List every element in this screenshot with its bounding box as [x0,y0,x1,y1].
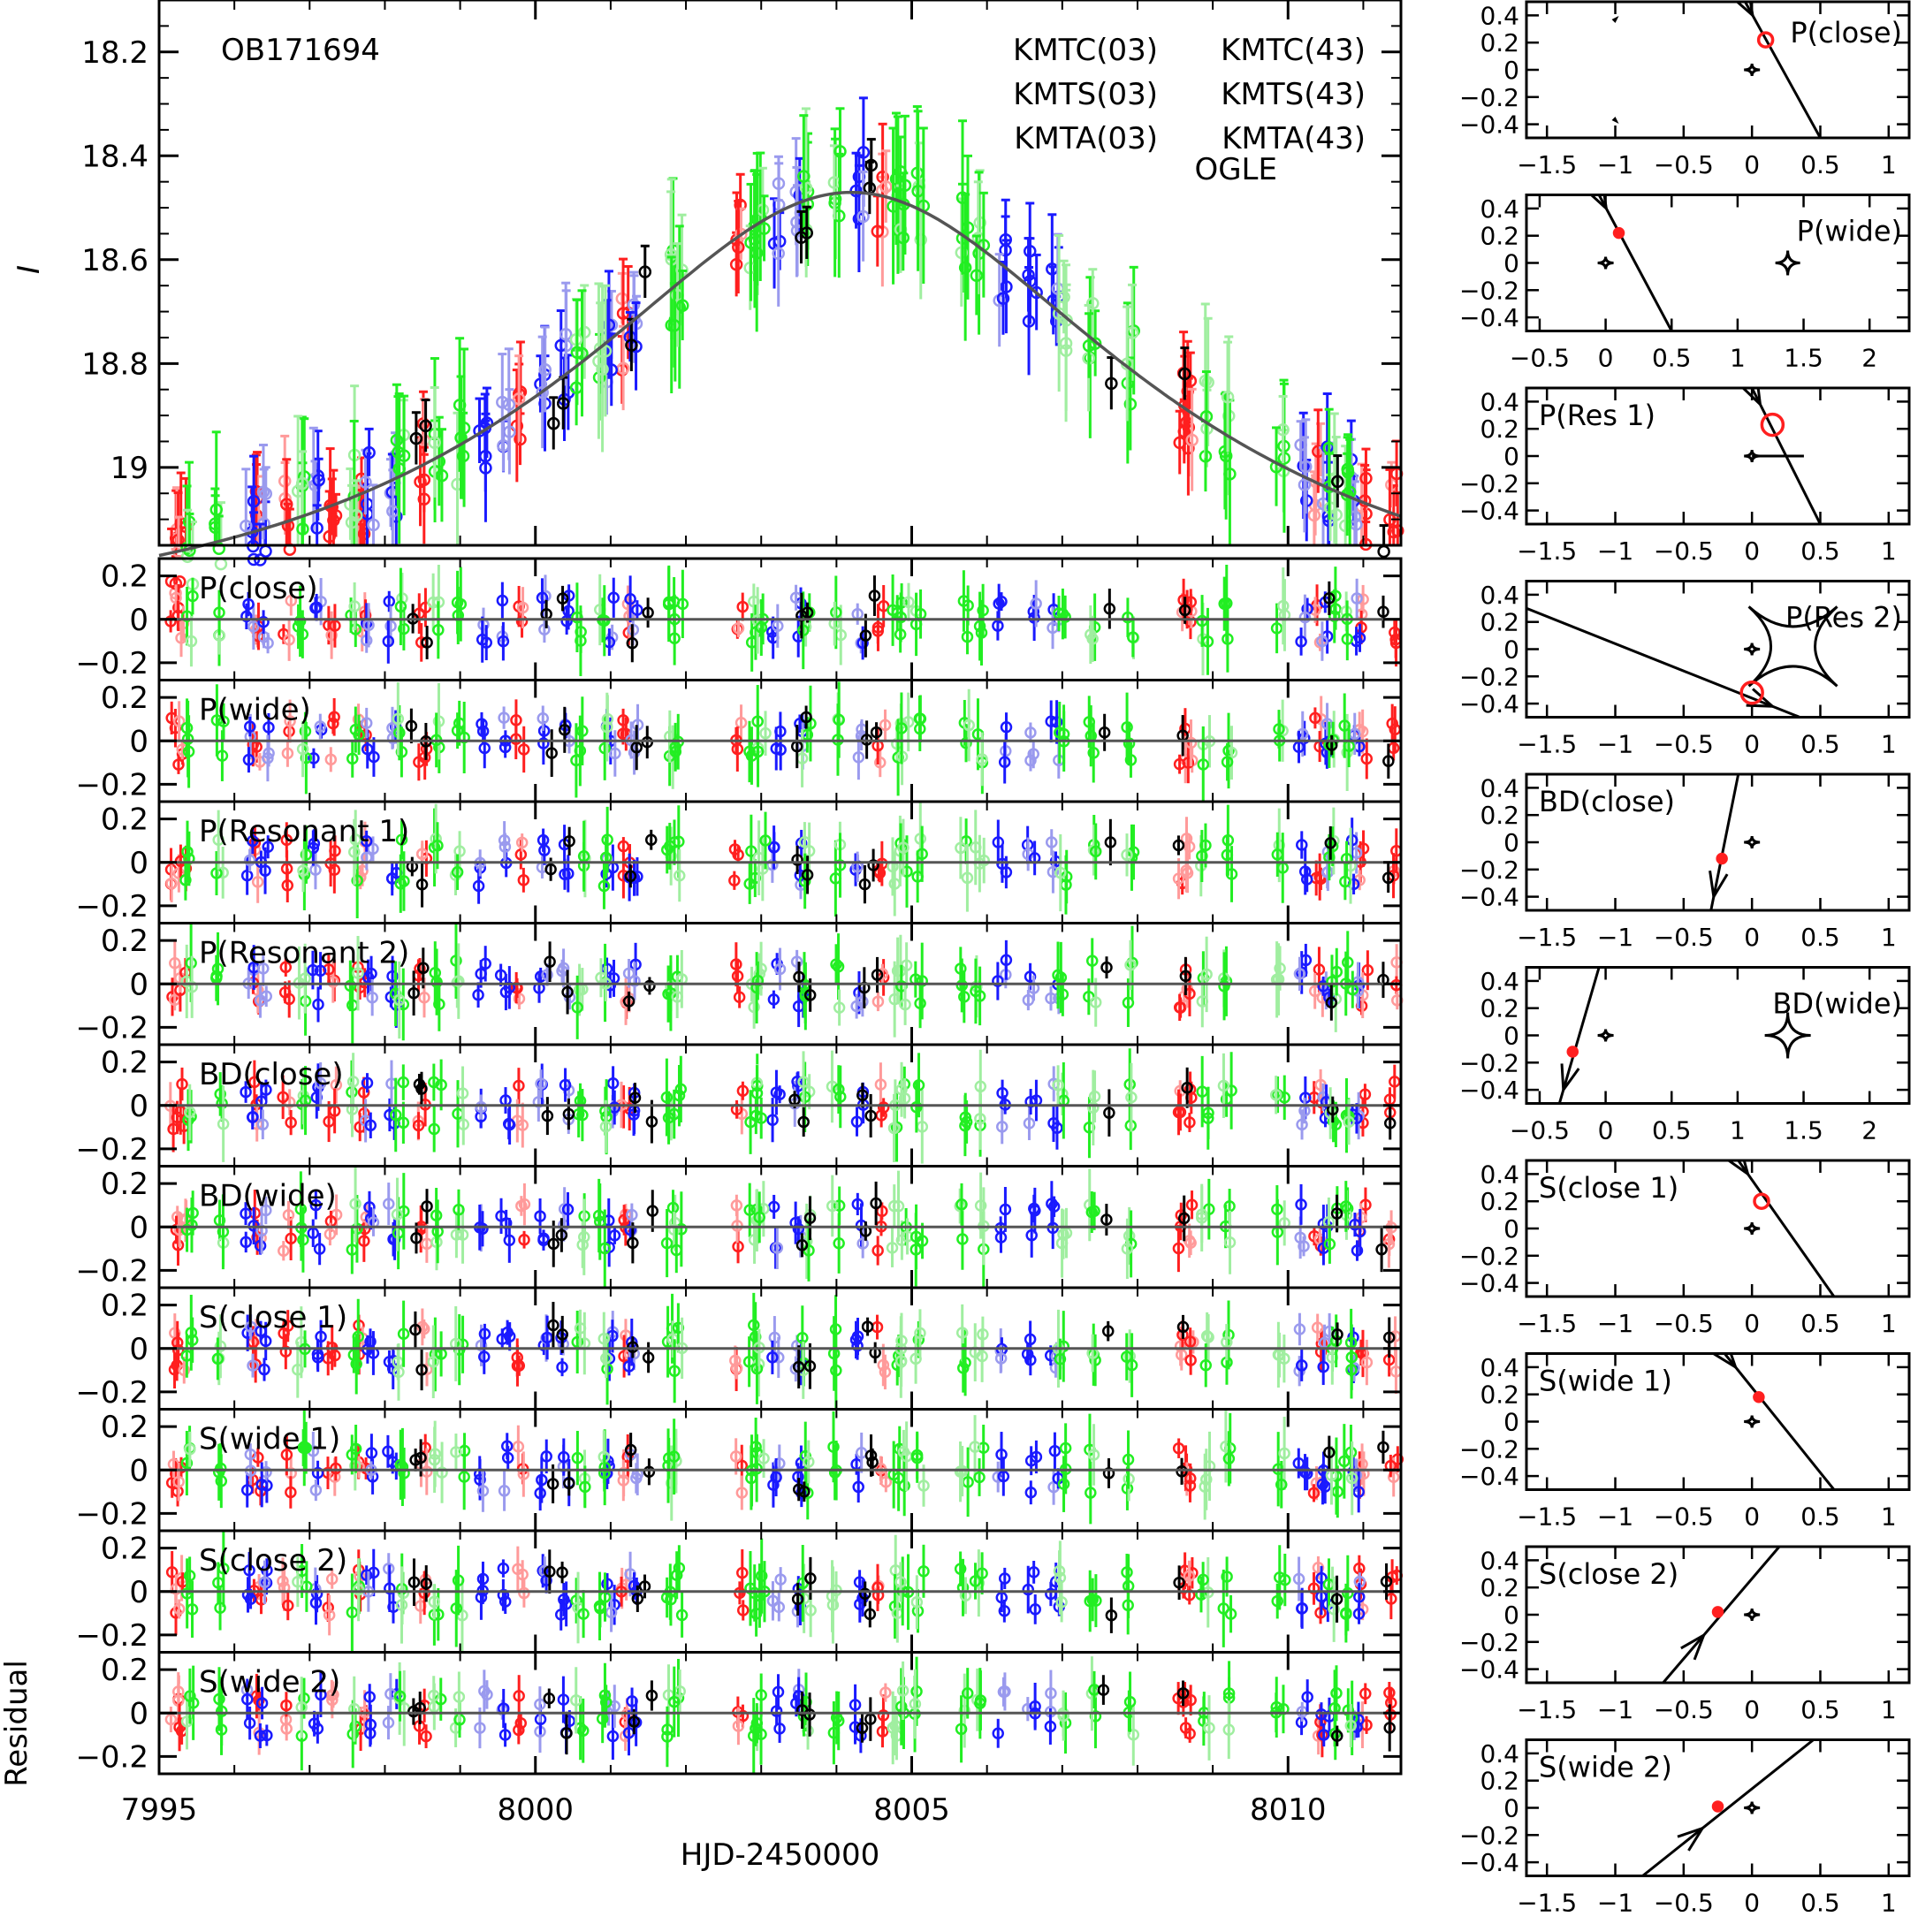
residual-tick-label: 0.2 [101,1046,148,1081]
residual-panel: 0.2 0 −0.2 P(Resonant 2) [75,924,1402,1046]
residual-tick-label: 0.2 [101,924,148,959]
residual-panel: 0.2 0 −0.2 BD(wide) [75,1167,1401,1289]
residual-panel-label: BD(close) [199,1057,344,1092]
legend-entry: OGLE [1194,152,1277,187]
residual-panel: 0.2 0 −0.2 P(close) [75,559,1401,681]
residual-tick-label: −0.2 [75,646,148,681]
residual-panel: 0.2 0 −0.2 P(wide) [75,681,1401,803]
y-tick-label: 18.2 [81,35,148,71]
residual-panels: 0.2 0 −0.2 P(close) 0.2 0 −0.2 P(wide) 0.2 0 −0.2 P… [0,559,1403,1873]
residual-tick-label: 0.2 [101,681,148,716]
legend-entry: KMTS(03) [1013,77,1158,112]
residual-panel: 0.2 0 −0.2 S(wide 1) [75,1410,1402,1533]
residual-tick-label: 0.2 [101,1167,148,1202]
residual-panel: 0.2 0 −0.2 BD(close) [75,1045,1401,1168]
data-point-marker [216,559,226,569]
residual-tick-label: 0 [129,603,148,638]
residual-tick-label: −0.2 [75,889,148,924]
y-tick-label: 18.6 [81,243,148,278]
residual-tick-label: −0.2 [75,1132,148,1168]
legend-entry: KMTA(03) [1014,121,1158,156]
residual-tick-label: 0 [129,724,148,759]
y-tick-label: 18.4 [81,139,148,174]
residual-tick-label: 0 [129,967,148,1002]
legend-entry: KMTS(43) [1221,77,1366,112]
residual-panel-label: P(Resonant 1) [199,814,409,849]
residual-panel-label: BD(wide) [199,1179,337,1214]
y-tick-label: 18.8 [81,346,148,382]
residual-tick-label: −0.2 [75,767,148,802]
residual-panel: 0.2 0 −0.2 P(Resonant 1) [75,802,1401,924]
plot-frame [159,0,1401,545]
lightcurve-panel: 18.2 18.4 18.6 18.8 19 I OB171694 KMTC(03) KMTC(… [11,0,1403,598]
residual-panel: 0.20−0.2S(close 2) [75,1531,1401,1654]
y-tick-label: 19 [110,451,148,486]
residual-panel-label: P(wide) [199,693,311,728]
legend-entry: KMTC(03) [1013,33,1158,68]
residual-tick-label: 0 [129,1332,148,1367]
data-point-marker [255,555,265,566]
residual-tick-label: 0.2 [101,1410,148,1445]
legend-entry: KMTA(43) [1222,121,1366,156]
y-axis-label: I [11,265,47,274]
residual-tick-label: 0 [129,1210,148,1245]
legend-entry: KMTC(43) [1221,33,1366,68]
residual-tick-label: 0.2 [101,1289,148,1324]
residual-tick-label: 0.2 [101,559,148,595]
data-point-marker [1379,546,1389,557]
residual-tick-label: −0.2 [75,1375,148,1411]
residual-panel: 0.2 0 −0.2 S(close 1) [75,1288,1401,1411]
residual-panel-label: S(wide 1) [199,1422,340,1457]
residual-tick-label: −0.2 [75,1253,148,1289]
residual-tick-label: 0 [129,1453,148,1488]
residual-tick-label: 0 [129,1089,148,1124]
residual-panel-label: S(close 1) [199,1300,347,1335]
residual-tick-label: −0.2 [75,1496,148,1532]
residual-panel-label: P(close) [199,571,318,606]
residual-tick-label: 0.2 [101,802,148,838]
residual-panel-label: P(Resonant 2) [199,936,409,971]
chart-title: OB171694 [221,33,380,68]
residual-tick-label: 0 [129,846,148,881]
residual-tick-label: −0.2 [75,1010,148,1046]
